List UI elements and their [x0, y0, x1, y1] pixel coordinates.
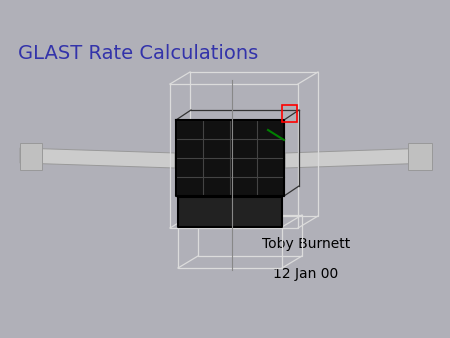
Polygon shape [176, 120, 284, 196]
Polygon shape [20, 148, 175, 168]
Text: 12 Jan 00: 12 Jan 00 [274, 267, 338, 281]
Polygon shape [285, 148, 432, 168]
Text: Toby Burnett: Toby Burnett [262, 237, 350, 250]
Polygon shape [178, 197, 282, 227]
Polygon shape [408, 143, 432, 170]
Text: GLAST Rate Calculations: GLAST Rate Calculations [18, 44, 258, 63]
Polygon shape [20, 143, 42, 170]
Bar [282, 105, 297, 122]
